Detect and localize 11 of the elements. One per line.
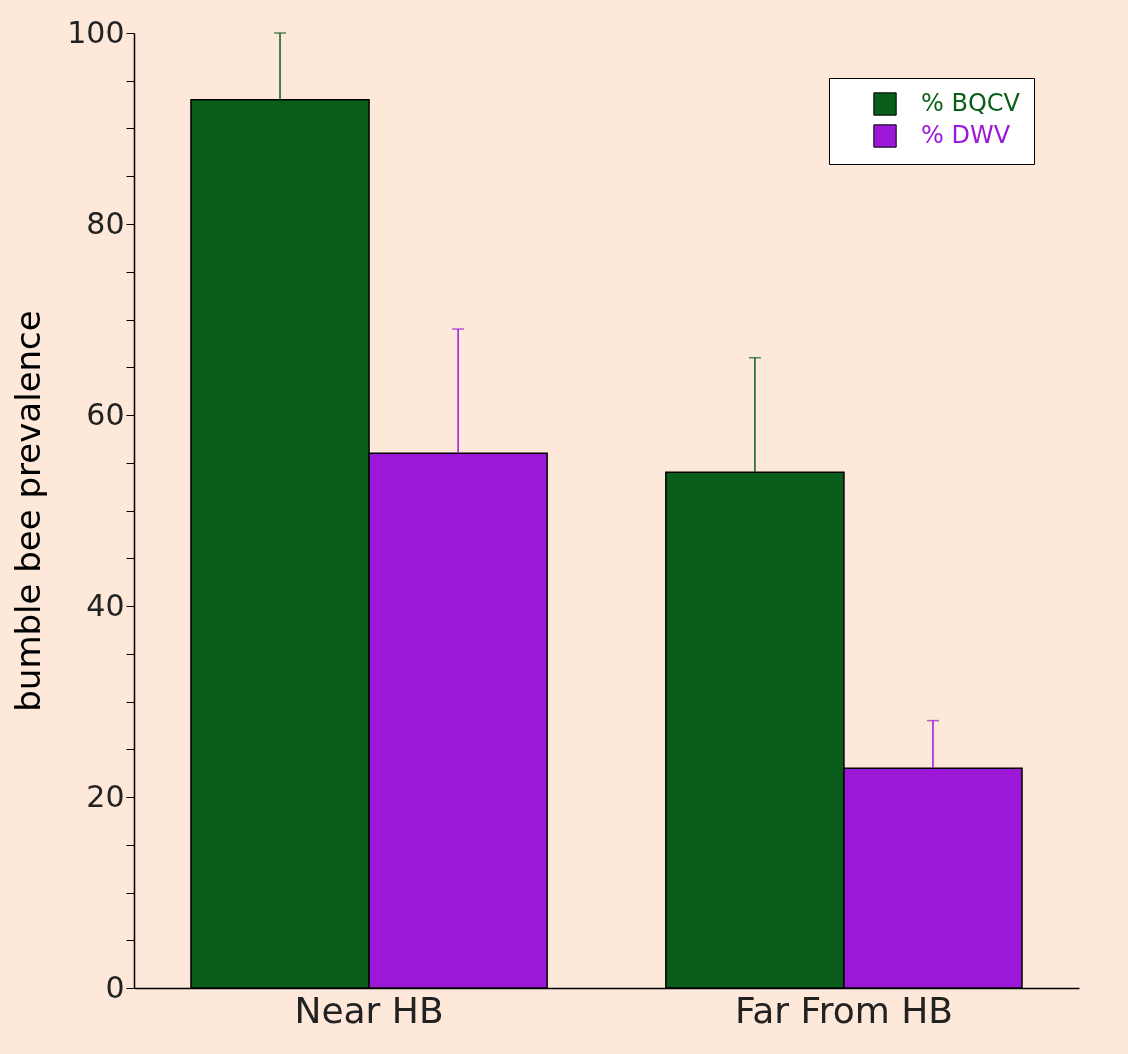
- legend-label: % DWV: [921, 121, 1011, 149]
- y-tick-label: 100: [67, 14, 125, 50]
- y-tick-label: 0: [105, 969, 125, 1005]
- y-tick-label: 80: [86, 205, 125, 241]
- x-tick-label: Far From HB: [734, 989, 953, 1031]
- y-tick-label: 60: [86, 396, 125, 432]
- y-tick-label: 40: [86, 587, 125, 623]
- x-tick-label: Near HB: [294, 989, 444, 1031]
- legend-label: % BQCV: [921, 89, 1021, 117]
- y-axis-title: bumble bee prevalence: [8, 310, 49, 712]
- y-tick-label: 20: [86, 778, 125, 814]
